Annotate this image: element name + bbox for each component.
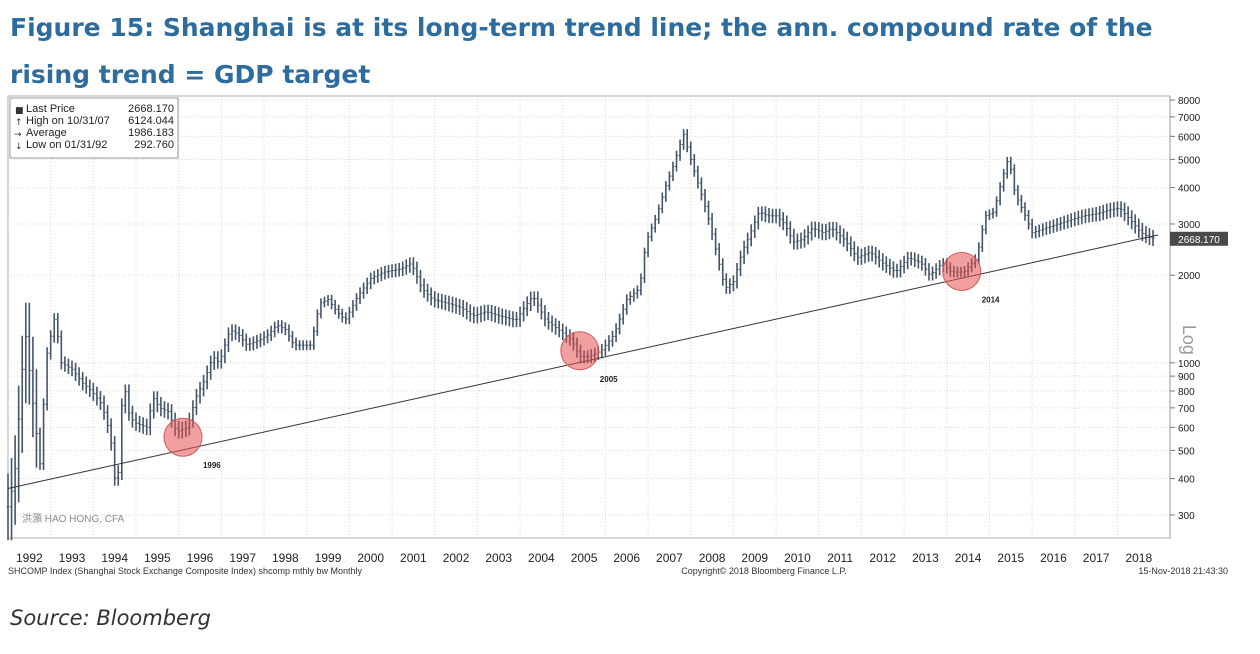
x-tick-label: 2008	[699, 551, 726, 565]
legend-marker-low: ↓	[15, 142, 23, 152]
x-tick-label: 1994	[101, 551, 128, 565]
y-tick-label: 700	[1178, 404, 1195, 415]
x-tick-label: 2016	[1040, 551, 1067, 565]
figure-title: Figure 15: Shanghai is at its long-term …	[10, 4, 1250, 98]
legend-marker-average: →	[14, 130, 22, 140]
legend-box: ■ Last Price 2668.170 ↑ High on 10/31/07…	[9, 97, 179, 159]
x-tick-label: 2014	[955, 551, 982, 565]
y-tick-label: 500	[1178, 446, 1195, 457]
y-tick-label: 400	[1178, 475, 1195, 486]
figure-title-line1: Figure 15: Shanghai is at its long-term …	[10, 13, 1153, 42]
highlight-circle	[163, 417, 203, 457]
x-tick-label: 2006	[613, 551, 640, 565]
highlight-circle	[560, 331, 600, 371]
x-tick-label: 2017	[1083, 551, 1110, 565]
x-tick-label: 2012	[869, 551, 896, 565]
x-tick-label: 1997	[229, 551, 256, 565]
y-tick-label: 300	[1178, 511, 1195, 522]
x-tick-label: 2007	[656, 551, 683, 565]
legend-label-low: Low on 01/31/92	[26, 139, 107, 151]
y-tick-label: 900	[1178, 372, 1195, 383]
x-tick-label: 2004	[528, 551, 555, 565]
x-tick-label: 2000	[357, 551, 384, 565]
x-tick-label: 1995	[144, 551, 171, 565]
watermark: 洪灝 HAO HONG, CFA	[22, 513, 125, 525]
y-tick-label: 1000	[1178, 359, 1201, 370]
last-price-tag-bg	[1170, 231, 1228, 246]
legend-label-average: Average	[26, 127, 67, 139]
y-tick-label: 5000	[1178, 155, 1201, 166]
highlight-label: 1996	[203, 461, 221, 470]
y-tick-label: 7000	[1178, 113, 1201, 124]
y-tick-label: 4000	[1178, 184, 1201, 195]
legend-value-average: 1986.183	[128, 127, 174, 139]
x-tick-label: 2011	[827, 551, 853, 565]
last-price-tag-label: 2668.170	[1178, 235, 1220, 246]
source-note: Source: Bloomberg	[10, 606, 211, 630]
x-tick-label: 2010	[784, 551, 811, 565]
x-axis: 1992 1993 1994 1995 1996 1997 1998 1999 2000 2001…	[16, 551, 1152, 565]
figure-title-line2: rising trend = GDP target	[10, 60, 371, 89]
x-tick-label: 1993	[59, 551, 86, 565]
chart-background	[0, 92, 1260, 582]
x-tick-label: 2015	[997, 551, 1024, 565]
x-tick-label: 2018	[1125, 551, 1152, 565]
y-tick-label: 3000	[1178, 220, 1201, 231]
x-tick-label: 2013	[912, 551, 939, 565]
footer-right: 15-Nov-2018 21:43:30	[1138, 566, 1228, 576]
x-tick-label: 2002	[443, 551, 470, 565]
y-tick-label: 800	[1178, 387, 1195, 398]
x-tick-label: 2001	[400, 551, 427, 565]
y-tick-label: 8000	[1178, 96, 1201, 107]
legend-value-last-price: 2668.170	[128, 103, 174, 115]
legend-marker-last: ■	[15, 106, 24, 116]
legend-label-last-price: Last Price	[26, 103, 75, 115]
highlight-circles: 1996 2005 2014	[163, 251, 1000, 470]
y-tick-label: 6000	[1178, 132, 1201, 143]
y-axis: 300 400 500 600 700 800 900 1000 2000 3000 4000 500…	[1169, 96, 1228, 538]
x-tick-label: 1996	[187, 551, 214, 565]
legend-label-high: High on 10/31/07	[26, 115, 110, 127]
footer-left: SHCOMP Index (Shanghai Stock Exchange Co…	[8, 566, 362, 576]
legend-value-low: 292.760	[134, 139, 174, 151]
highlight-circle	[942, 251, 982, 291]
highlight-label: 2005	[600, 375, 618, 384]
x-tick-label: 1992	[16, 551, 43, 565]
x-tick-label: 2005	[571, 551, 598, 565]
x-tick-label: 2009	[741, 551, 768, 565]
footer-center: Copyright© 2018 Bloomberg Finance L.P.	[681, 566, 847, 576]
y-axis-label: Log	[1179, 325, 1199, 355]
x-tick-label: 1999	[315, 551, 342, 565]
price-chart: 1996 2005 2014 300 400 500 600 700 800 900 1000 20…	[0, 92, 1260, 582]
x-tick-label: 1998	[272, 551, 299, 565]
last-price-tag: 2668.170	[1170, 231, 1228, 246]
legend-marker-high: ↑	[15, 118, 23, 128]
highlight-label: 2014	[982, 295, 1000, 304]
y-tick-label: 600	[1178, 423, 1195, 434]
y-tick-label: 2000	[1178, 271, 1201, 282]
x-tick-label: 2003	[485, 551, 512, 565]
legend-value-high: 6124.044	[128, 115, 174, 127]
